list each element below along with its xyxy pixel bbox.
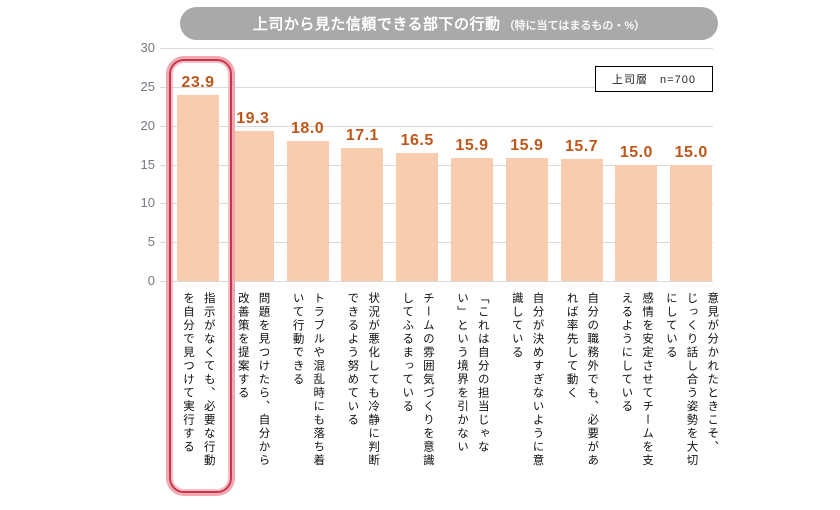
y-axis-label: 30 [140, 40, 155, 55]
plot-area: 23.9 19.3 18.0 17.1 16.5 15.9 15.9 15.7 15.0 15.0 [160, 48, 713, 282]
bar [670, 164, 713, 281]
category-label-text: 問題を見つけたら、自分から 改善策を提案する [236, 292, 270, 468]
category-label-text: チームの雰囲気づくりを意識 してふるまっている [401, 292, 434, 468]
bar-value: 23.9 [181, 74, 215, 92]
category-label-text: 指示がなくても、必要な行動 を自分で見つけて実行する [182, 292, 215, 468]
bar [396, 152, 439, 281]
category-label-text: 意見が分かれたときこそ、 じっくり話し合う姿勢を大切 にしている [664, 292, 719, 468]
category-label: 「これは自分の担当じゃな い」という境界を引かない [445, 292, 499, 454]
gridline [160, 86, 713, 88]
bar-value: 18.0 [291, 120, 325, 138]
category-label: トラブルや混乱時にも落ち着 いて行動できる [281, 292, 335, 468]
category-label: 自分の職務外でも、必要があ れば率先して動く [555, 292, 609, 468]
bar [177, 95, 219, 281]
bar [341, 148, 384, 281]
category-label: 状況が悪化しても冷静に判断 できるよう努めている [335, 292, 389, 468]
category-label-text: 状況が悪化しても冷静に判断 できるよう努めている [346, 292, 380, 468]
gridline [160, 48, 713, 49]
y-axis-label: 25 [140, 78, 155, 94]
category-label: 意見が分かれたときこそ、 じっくり話し合う姿勢を大切 にしている [664, 292, 718, 468]
category-label: 指示がなくても、必要な行動 を自分で見つけて実行する [171, 292, 225, 468]
y-axis-label: 5 [147, 234, 155, 250]
bar [560, 159, 603, 281]
bar-value: 15.0 [674, 143, 708, 161]
bar-value: 19.3 [236, 110, 270, 128]
category-label-text: 自分が決めすぎないように意 識している [510, 292, 544, 468]
category-label-text: 「これは自分の担当じゃな い」という境界を引かない [456, 292, 489, 454]
sample-size-label: 上司層 n=700 [612, 74, 696, 86]
bar [231, 131, 274, 281]
category-label: チームの雰囲気づくりを意識 してふるまっている [390, 292, 444, 468]
bar-value: 15.9 [510, 136, 544, 154]
category-label: 感情を安定させてチームを支 えるようにしている [609, 292, 663, 468]
bar-value: 15.9 [455, 136, 489, 154]
y-axis-label: 0 [147, 273, 155, 288]
bar-value: 17.1 [345, 127, 379, 145]
gridline [160, 125, 713, 127]
bar [615, 164, 658, 281]
chart-title-banner: 上司から見た信頼できる部下の行動 （特に当てはまるもの・%） [180, 7, 718, 40]
category-label: 問題を見つけたら、自分から 改善策を提案する [226, 292, 280, 468]
bar-value: 15.0 [619, 143, 653, 161]
gridline [160, 281, 713, 282]
y-axis-label: 10 [140, 195, 155, 211]
bar [505, 157, 548, 281]
category-label-text: トラブルや混乱時にも落ち着 いて行動できる [291, 292, 325, 468]
y-axis-label: 15 [140, 156, 155, 172]
chart-title: 上司から見た信頼できる部下の行動 [252, 16, 501, 33]
category-label-text: 感情を安定させてチームを支 えるようにしている [620, 292, 654, 468]
bar [286, 141, 329, 281]
y-axis-label: 20 [140, 117, 155, 133]
bar [451, 157, 493, 281]
bar-value: 16.5 [400, 131, 434, 149]
sample-size-box: 上司層 n=700 [595, 66, 713, 92]
category-label: 自分が決めすぎないように意 識している [500, 292, 554, 468]
category-label-text: 自分の職務外でも、必要があ れば率先して動く [565, 292, 599, 468]
chart-title-note: （特に当てはまるもの・%） [503, 19, 646, 32]
bar-value: 15.7 [565, 138, 599, 156]
category-axis: 指示がなくても、必要な行動 を自分で見つけて実行する 問題を見つけたら、自分から … [160, 292, 718, 497]
